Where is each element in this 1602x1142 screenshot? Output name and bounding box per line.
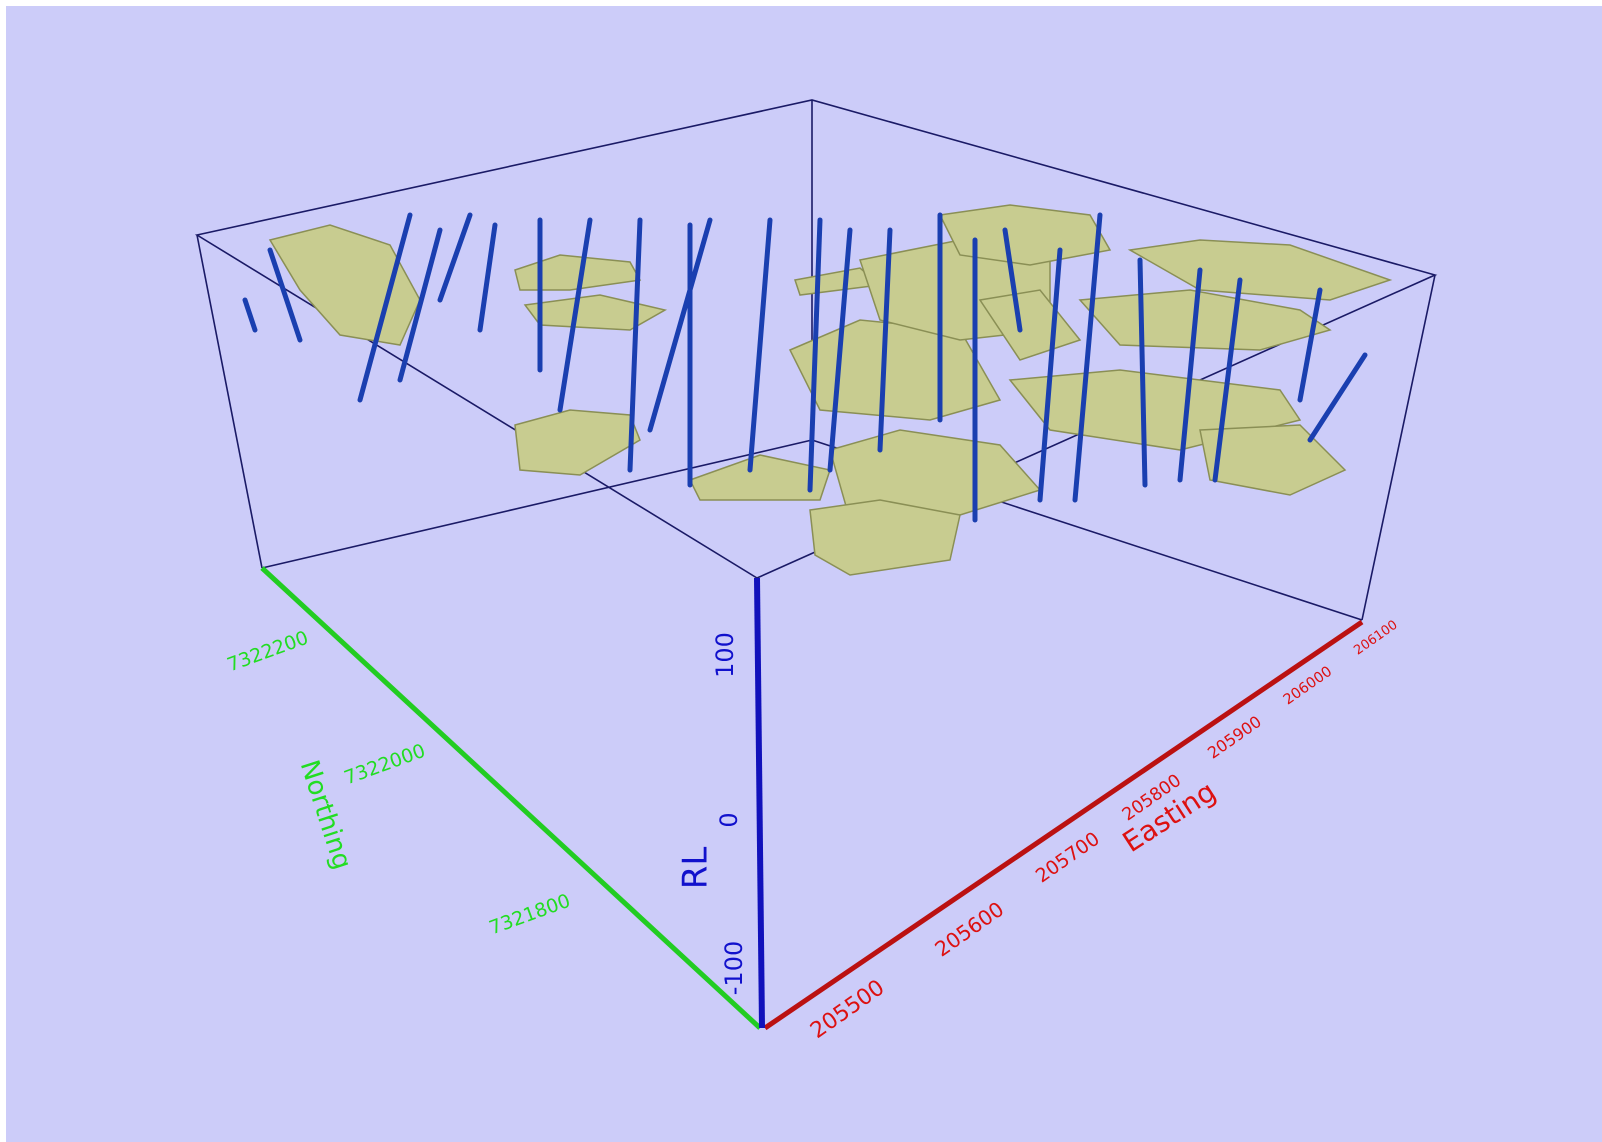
rl-tick-label: 100	[711, 632, 739, 678]
rl-tick-label: -100	[720, 941, 748, 995]
rl-title: RL	[676, 847, 716, 890]
drillholes	[242, 212, 1368, 523]
rl-axis	[754, 577, 765, 1029]
northing-axis	[260, 566, 762, 1030]
easting-axis	[763, 619, 1364, 1031]
rl-tick-label: 0	[715, 812, 743, 827]
viewport	[6, 6, 1602, 1142]
